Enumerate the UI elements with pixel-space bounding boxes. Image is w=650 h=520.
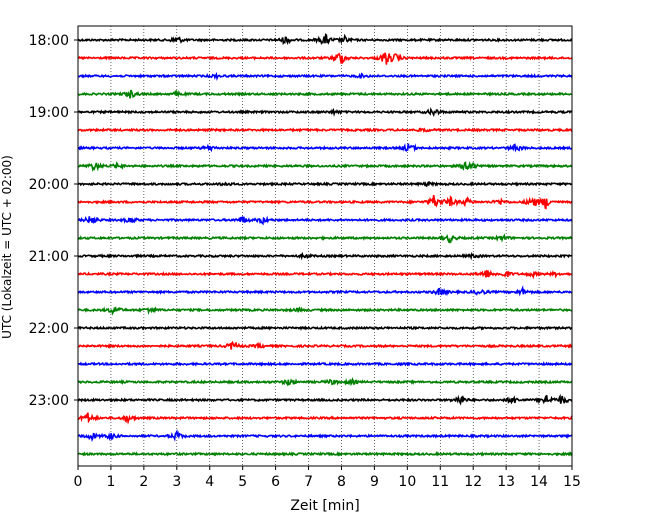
x-tick-label: 14: [530, 474, 548, 490]
seismogram-trace: [77, 269, 573, 280]
seismogram-trace: [77, 143, 573, 153]
y-axis: 18:00 19:00 20:00 21:00 22:00 23:00: [29, 33, 78, 409]
x-tick-label: 9: [370, 474, 379, 490]
x-tick-label: 13: [497, 474, 515, 490]
seismogram-trace: [77, 451, 573, 457]
x-axis-label: Zeit [min]: [290, 498, 359, 514]
y-tick-label: 22:00: [29, 321, 69, 337]
x-tick-label: 12: [464, 474, 482, 490]
plot-frame: [77, 25, 573, 467]
y-tick-label: 19:00: [29, 105, 69, 121]
x-tick-label: 5: [238, 474, 247, 490]
x-axis: 0 1 2 3 4 5 6 7 8 9 10 11 12 13 14 15: [74, 466, 581, 490]
plot-area: [77, 25, 573, 467]
seismogram-trace: [77, 233, 573, 244]
x-tick-label: 11: [431, 474, 449, 490]
x-tick-label: 7: [304, 474, 313, 490]
seismogram-trace: [77, 393, 573, 406]
seismogram-trace: [77, 285, 573, 297]
seismogram-trace: [77, 33, 573, 46]
x-tick-label: 3: [172, 474, 181, 490]
x-tick-label: 6: [271, 474, 280, 490]
x-tick-label: 2: [139, 474, 148, 490]
seismogram-trace: [77, 71, 573, 81]
seismogram-trace: [77, 89, 573, 99]
seismogram-trace: [77, 306, 573, 316]
y-tick-label: 20:00: [29, 177, 69, 193]
seismogram-trace: [77, 325, 573, 331]
x-tick-label: 15: [563, 474, 581, 490]
y-tick-label: 23:00: [29, 393, 69, 409]
seismogram-trace: [77, 107, 573, 118]
seismogram-trace: [77, 429, 573, 443]
seismogram-trace: [77, 160, 573, 173]
x-tick-label: 10: [398, 474, 416, 490]
x-tick-label: 8: [337, 474, 346, 490]
seismogram-trace: [77, 127, 573, 134]
y-tick-label: 18:00: [29, 33, 69, 49]
x-tick-label: 1: [106, 474, 115, 490]
seismogram-trace: [77, 52, 573, 65]
seismogram-trace: [77, 215, 573, 226]
seismogram-trace: [77, 376, 573, 387]
seismogram-trace: [77, 251, 573, 261]
x-tick-label: 0: [74, 474, 83, 490]
seismogram-trace: [77, 361, 573, 367]
x-tick-label: 4: [205, 474, 214, 490]
y-axis-label: UTC (Lokalzeit = UTC + 02:00): [0, 155, 14, 339]
seismogram-trace: [77, 194, 573, 210]
seismogram-trace: [77, 180, 573, 188]
seismogram-trace: [77, 340, 573, 350]
y-tick-label: 21:00: [29, 249, 69, 265]
seismogram-trace: [77, 412, 573, 425]
